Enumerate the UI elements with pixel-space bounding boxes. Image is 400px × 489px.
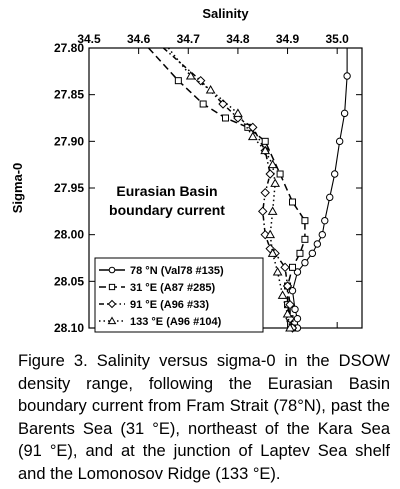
data-point	[318, 230, 326, 239]
legend-label: 133 °E (A96 #104)	[130, 316, 222, 328]
data-point	[260, 187, 270, 198]
series-circle	[288, 48, 351, 332]
data-point	[185, 70, 196, 80]
data-point	[326, 193, 334, 202]
annotation-text: Eurasian Basin	[116, 183, 217, 199]
data-point	[285, 299, 295, 310]
data-point	[285, 322, 295, 332]
data-point	[313, 240, 322, 248]
data-point	[199, 100, 207, 108]
data-point	[296, 249, 304, 257]
data-point	[335, 137, 344, 146]
series-line	[291, 48, 348, 328]
data-point	[289, 263, 297, 271]
data-point	[218, 99, 228, 109]
x-tick-label: 34.8	[226, 32, 250, 46]
legend-label: 78 °N (Val78 #135)	[130, 265, 224, 277]
data-point	[267, 248, 278, 257]
data-point	[247, 131, 258, 141]
data-point	[107, 316, 117, 325]
data-point	[272, 266, 283, 276]
data-point	[293, 314, 302, 323]
data-point	[280, 262, 290, 273]
data-point	[108, 266, 116, 274]
data-point	[291, 305, 299, 314]
data-point	[267, 159, 278, 169]
data-point	[277, 290, 288, 299]
y-tick-label: 27.85	[54, 88, 84, 102]
data-point	[289, 198, 297, 206]
legend-label: 91 °E (A96 #33)	[130, 299, 209, 311]
y-tick-label: 28.10	[54, 321, 84, 335]
data-point	[265, 169, 275, 179]
data-point	[301, 258, 309, 267]
data-point	[265, 229, 276, 239]
data-point	[331, 170, 339, 178]
data-point	[222, 114, 229, 122]
y-tick-label: 27.95	[54, 181, 84, 195]
y-tick-label: 27.80	[54, 41, 84, 55]
data-point	[195, 75, 206, 86]
data-point	[260, 145, 271, 155]
data-point	[267, 206, 278, 215]
data-point	[248, 122, 258, 133]
y-tick-label: 28.05	[54, 274, 84, 288]
data-point	[308, 249, 317, 258]
series-line	[167, 47, 291, 329]
data-point	[321, 216, 329, 225]
data-point	[270, 178, 280, 187]
x-tick-label: 34.5	[77, 32, 101, 46]
data-point	[233, 108, 243, 117]
data-point	[282, 281, 293, 291]
data-point	[258, 206, 268, 217]
y-tick-label: 27.90	[54, 134, 84, 148]
data-point	[301, 235, 309, 243]
data-point	[343, 72, 351, 80]
data-point	[108, 283, 116, 291]
series-triangle	[167, 47, 295, 332]
data-point	[205, 84, 216, 94]
data-point	[107, 299, 117, 309]
y-tick-label: 28.00	[54, 228, 84, 242]
x-tick-label: 34.7	[177, 32, 201, 46]
x-tick-label: 34.9	[276, 32, 300, 46]
data-point	[301, 217, 309, 225]
x-tick-label: 34.6	[127, 32, 151, 46]
data-point	[174, 77, 182, 85]
x-axis-label: Salinity	[202, 6, 249, 21]
figure-caption: Figure 3. Salinity versus sigma-0 in the…	[18, 352, 390, 483]
data-point	[261, 137, 269, 145]
annotation-text: boundary current	[109, 202, 225, 218]
data-point	[276, 170, 284, 178]
y-axis-label: Sigma-0	[10, 163, 25, 214]
legend-label: 31 °E (A87 #285)	[130, 282, 215, 294]
data-point	[340, 109, 349, 118]
data-point	[282, 308, 293, 318]
x-tick-label: 35.0	[326, 32, 350, 46]
series-line	[148, 47, 306, 329]
